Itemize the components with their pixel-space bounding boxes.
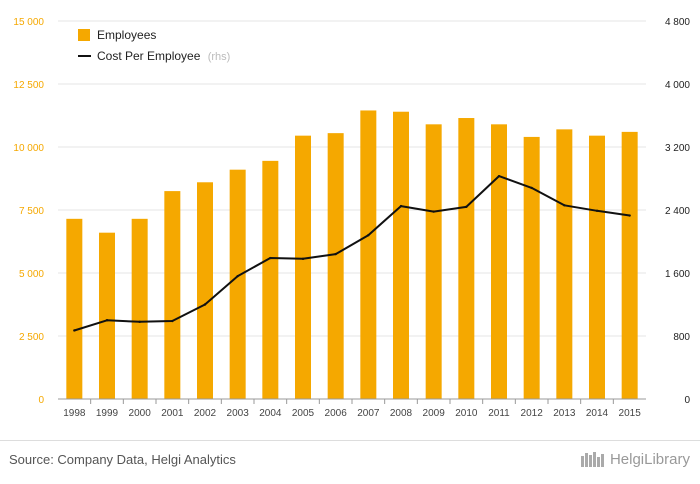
legend-label-employees: Employees <box>97 28 156 42</box>
library-icon <box>580 452 604 467</box>
bar <box>99 232 115 399</box>
axes: 0 2 500 5 000 7 500 10 000 12 500 15 000 0 800 1 … <box>13 17 690 419</box>
line-point <box>171 319 174 323</box>
x-tick-label: 2005 <box>292 408 315 419</box>
x-tick-label: 2015 <box>619 408 642 419</box>
bar <box>262 160 279 399</box>
right-tick-label: 4 000 <box>665 80 690 91</box>
line-point <box>269 256 272 260</box>
x-tick-label: 2009 <box>423 408 446 419</box>
bar <box>393 111 409 399</box>
left-tick-label: 12 500 <box>13 80 44 91</box>
bars <box>66 110 638 400</box>
line-point <box>530 186 533 190</box>
bar <box>458 118 475 400</box>
brand-logo: HelgiLibrary <box>580 450 690 468</box>
line-point <box>497 174 501 178</box>
line-point <box>465 205 468 209</box>
line-point <box>105 319 109 322</box>
left-tick-label: 2 500 <box>19 332 44 343</box>
line-point <box>628 214 631 217</box>
line-point <box>301 257 305 261</box>
x-tick-label: 2006 <box>325 408 348 419</box>
bar <box>197 182 213 399</box>
x-tick-label: 2001 <box>161 408 184 419</box>
bar <box>327 133 344 399</box>
x-tick-label: 2011 <box>488 408 510 419</box>
bar <box>491 124 507 399</box>
x-tick-label: 2002 <box>194 408 217 419</box>
brand-name: HelgiLibrary <box>609 450 690 468</box>
line-point <box>73 329 76 332</box>
x-tick-label: 1998 <box>63 408 86 419</box>
line-point <box>236 274 239 278</box>
x-tick-label: 2008 <box>390 408 413 419</box>
bar <box>589 135 605 399</box>
chart: 0 2 500 5 000 7 500 10 000 12 500 15 000 0 800 1 … <box>13 17 690 419</box>
bar <box>360 110 377 400</box>
x-tick-label: 1999 <box>96 408 119 419</box>
line-point <box>432 210 435 213</box>
right-tick-label: 0 <box>684 395 690 406</box>
bar <box>229 169 246 399</box>
x-tick-label: 2013 <box>553 408 576 419</box>
line-point <box>595 209 599 212</box>
legend-label-cost-name: Cost Per Employee <box>97 49 201 63</box>
footer: Source: Company Data, Helgi Analytics He… <box>0 440 700 484</box>
bar <box>131 218 148 399</box>
left-tick-label: 5 000 <box>19 269 44 280</box>
bar <box>164 191 181 399</box>
cost-line <box>73 174 631 332</box>
line-point <box>367 234 370 237</box>
line-point <box>334 252 337 256</box>
source-text: Source: Company Data, Helgi Analytics <box>9 452 236 467</box>
x-tick-label: 2010 <box>455 408 478 419</box>
line-point <box>203 303 207 306</box>
line-point <box>399 204 403 208</box>
legend-label-cost: Cost Per Employee (rhs) <box>97 49 230 63</box>
line-point <box>563 204 566 207</box>
x-tick-label: 2000 <box>129 408 152 419</box>
x-tick-label: 2012 <box>521 408 544 419</box>
left-tick-label: 15 000 <box>13 17 44 28</box>
bar <box>556 129 573 400</box>
right-tick-label: 3 200 <box>665 143 690 154</box>
legend: Employees Cost Per Employee (rhs) <box>78 28 230 63</box>
right-tick-label: 4 800 <box>665 17 690 28</box>
bar <box>621 131 638 399</box>
legend-swatch-employees <box>78 29 90 41</box>
x-tick-label: 2014 <box>586 408 609 419</box>
left-tick-label: 7 500 <box>19 206 44 217</box>
line-series-cost-per-employee <box>74 175 630 332</box>
x-tick-label: 2007 <box>357 408 380 419</box>
right-tick-label: 1 600 <box>665 269 690 280</box>
bar <box>523 136 540 400</box>
right-tick-label: 800 <box>673 332 690 343</box>
gridlines <box>58 20 646 337</box>
bar <box>295 135 311 399</box>
right-tick-label: 2 400 <box>665 206 690 217</box>
line-point <box>138 320 141 324</box>
x-tick-label: 2004 <box>259 408 282 419</box>
x-tick-label: 2003 <box>227 408 250 419</box>
bar <box>66 218 83 399</box>
legend-label-cost-suffix: (rhs) <box>208 51 231 63</box>
left-tick-label: 0 <box>38 395 44 406</box>
bar <box>425 124 442 399</box>
left-tick-label: 10 000 <box>13 143 44 154</box>
